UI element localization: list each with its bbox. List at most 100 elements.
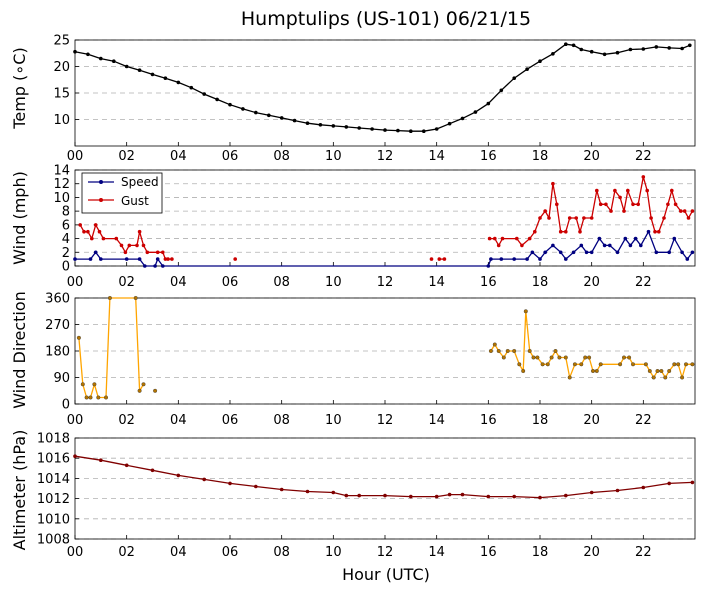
x-tick-label: 18 [532,275,549,290]
dir-data-point [488,349,493,354]
alt-data-point [667,481,671,486]
y-tick-label: 180 [45,345,70,360]
dir-data-point [647,369,652,374]
temp-data-point [422,129,426,133]
speed-data-point [633,236,638,241]
temp-data-point [86,52,90,57]
x-tick-label: 08 [273,275,290,290]
x-tick-label: 08 [273,149,290,164]
x-tick-label: 16 [480,149,497,164]
gust-data-point [161,250,165,255]
speed-data-point [608,243,612,248]
altimeter-y-axis-label: Altimeter (hPa) [10,430,29,551]
alt-data-point [641,485,646,490]
speed-data-point [564,257,568,261]
temp-data-point [460,116,465,121]
speed-data-point [124,257,129,261]
gust-data-point [551,181,555,186]
gust-data-point [613,188,617,193]
x-tick-label: 20 [583,413,600,428]
gust-data-point [666,202,670,207]
dir-data-point [651,375,656,380]
gust-data-point [564,229,568,234]
dir-data-point [567,375,572,380]
alt-data-point [331,490,336,495]
speed-data-point [153,264,157,268]
speed-data-point [602,243,607,248]
y-tick-label: 1014 [37,472,70,487]
legend-gust-label: Gust [121,194,149,208]
x-tick-label: 04 [170,149,187,164]
temp-data-point [279,116,284,120]
gust-data-point [641,175,646,179]
temp-data-point [331,124,336,128]
gust-data-point [137,229,142,234]
alt-data-point [305,489,310,494]
gust-data-point [97,229,102,234]
dir-data-point [107,296,112,301]
x-tick-label: 02 [118,545,135,560]
temp-data-point [667,46,671,50]
y-tick-label: 0 [62,398,70,413]
x-tick-label: 20 [583,275,600,290]
temp-data-point [292,118,297,123]
gust-data-point [442,257,447,261]
dir-data-point [88,395,93,400]
x-tick-label: 04 [170,413,187,428]
gust-data-point [515,236,519,241]
x-tick-label: 02 [118,413,135,428]
direction-y-axis-label: Wind Direction [10,291,29,409]
dir-data-point [643,362,648,367]
alt-data-point [512,494,516,499]
alt-data-point [176,473,181,478]
temp-data-point [73,49,77,54]
temp-data-point [383,128,387,132]
speed-data-point [579,243,584,248]
temp-data-point [176,80,181,85]
gust-data-point [135,243,139,248]
dir-data-point [631,362,636,367]
gust-data-point [543,209,547,213]
gust-data-point [636,202,640,207]
speed-data-point [672,236,677,241]
gust-data-point [595,188,599,193]
dir-data-point [141,382,146,387]
dir-data-point [618,362,623,367]
gust-data-point [598,202,603,207]
temp-data-point [551,52,555,56]
speed-data-point [543,250,547,255]
x-tick-label: 16 [480,413,497,428]
x-tick-label: 00 [67,149,84,164]
speed-data-point [538,257,542,261]
gust-data-point [429,257,434,261]
gust-data-point [578,229,582,234]
gust-data-point [500,236,505,241]
temp-data-point [344,125,349,129]
temp-data-point [571,43,576,48]
x-tick-label: 22 [635,275,652,290]
dir-data-point [92,382,97,387]
speed-data-point [558,250,563,255]
alt-data-point [202,477,206,482]
temp-series-line [74,43,691,132]
alt-data-point [124,463,129,468]
temp-data-point [486,101,491,106]
dir-data-point [680,375,685,380]
alt-data-point [99,458,103,463]
gust-data-point [673,202,678,207]
temp-data-point [602,52,607,57]
speed-data-point [571,250,576,255]
x-tick-label: 00 [67,275,84,290]
x-tick-label: 08 [273,545,290,560]
speed-data-point [623,236,628,241]
speed-data-point [646,229,651,234]
temp-data-point [434,127,439,131]
gust-data-point [538,216,542,220]
dir-data-point [523,309,528,314]
x-tick-label: 22 [635,149,652,164]
temperature-panel: Temp (∘C) 10 15 20 25 00 02 04 06 08 10 12 14 16 18 20… [10,34,696,164]
alt-data-point [460,492,465,497]
legend-box [81,172,163,214]
y-tick-label: 15 [53,87,70,102]
